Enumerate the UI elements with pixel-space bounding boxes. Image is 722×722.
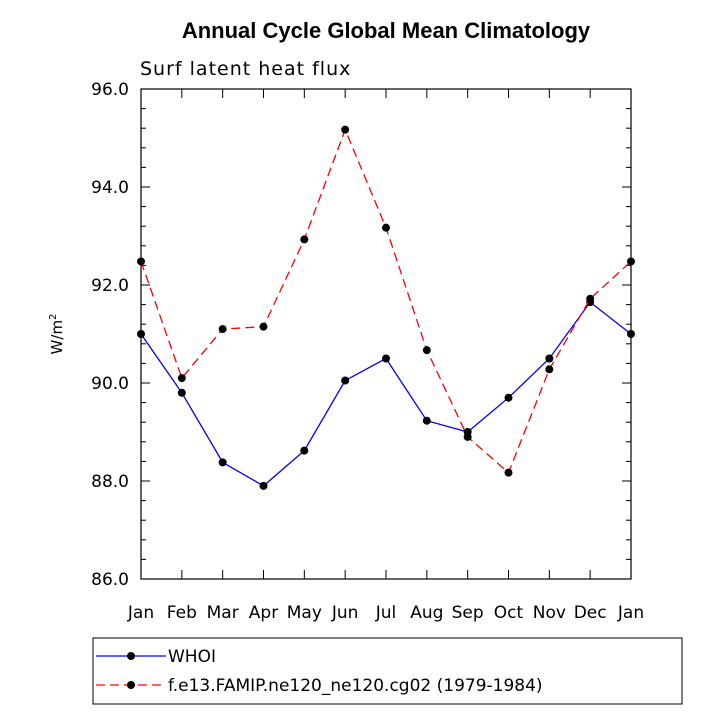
legend-marker-0: [127, 652, 135, 660]
chart-subtitle: Surf latent heat flux: [140, 58, 351, 80]
y-tick-label: 86.0: [91, 570, 129, 590]
series-1-point: [137, 257, 145, 266]
series-0-point: [341, 376, 350, 385]
series-0-point: [259, 481, 268, 490]
x-tick-label: Apr: [249, 603, 278, 623]
x-axis: Jan Feb Mar Apr May Jun Jul Aug Sep Oct Nov Dec Jan: [127, 89, 644, 623]
series-1-point: [259, 322, 268, 331]
y-tick-label: 88.0: [91, 472, 129, 492]
y-tick-label: 90.0: [91, 374, 129, 394]
series-line-1: [140, 127, 632, 474]
plot-frame: [140, 88, 632, 580]
x-tick-label: Jan: [617, 603, 644, 623]
series-0-point: [422, 416, 431, 425]
x-tick-label: Oct: [494, 603, 524, 623]
x-tick-label: Jan: [127, 603, 154, 623]
series-0-point: [382, 354, 390, 363]
series-layer: [137, 125, 635, 490]
series-1-point: [300, 235, 309, 244]
y-tick-label: 92.0: [91, 276, 129, 296]
x-tick-label: Dec: [574, 603, 607, 623]
x-tick-label: Feb: [167, 603, 197, 623]
series-0-point: [137, 330, 145, 338]
series-1-point: [545, 365, 554, 374]
legend-marker-1: [127, 681, 135, 689]
series-1-point: [422, 346, 431, 355]
x-tick-label: Mar: [207, 603, 239, 623]
series-line-0: [140, 301, 632, 487]
x-tick-label: Jul: [375, 603, 397, 623]
series-1-point: [177, 374, 186, 383]
y-axis-label: W/m2: [48, 314, 66, 355]
series-1-point: [341, 125, 350, 134]
x-tick-label: Aug: [410, 603, 443, 623]
y-tick-label: 94.0: [91, 178, 129, 198]
series-1-point: [586, 294, 595, 303]
series-0-point: [218, 458, 227, 467]
x-tick-label: May: [287, 603, 322, 623]
x-tick-label: Jun: [331, 603, 359, 623]
series-1-point: [463, 432, 472, 441]
series-1-point: [627, 257, 635, 266]
legend: WHOI f.e13.FAMIP.ne120_ne120.cg02 (1979-1…: [92, 637, 683, 705]
series-0-point: [504, 393, 513, 402]
y-tick-label: 96.0: [91, 80, 129, 100]
chart-title: Annual Cycle Global Mean Climatology: [182, 18, 591, 43]
y-axis: 86.0 88.0 90.0 92.0 94.0 96.0: [91, 80, 631, 590]
series-0-point: [545, 354, 554, 363]
series-1-point: [382, 223, 390, 232]
legend-box: [92, 637, 683, 705]
series-0-point: [177, 388, 186, 397]
legend-label-1: f.e13.FAMIP.ne120_ne120.cg02 (1979-1984): [168, 676, 543, 696]
legend-label-0: WHOI: [168, 647, 216, 667]
x-tick-label: Sep: [452, 603, 484, 623]
series-0-point: [300, 446, 309, 455]
series-1-point: [504, 468, 513, 477]
series-0-point: [627, 330, 635, 338]
x-tick-label: Nov: [533, 603, 566, 623]
series-1-point: [218, 325, 227, 334]
